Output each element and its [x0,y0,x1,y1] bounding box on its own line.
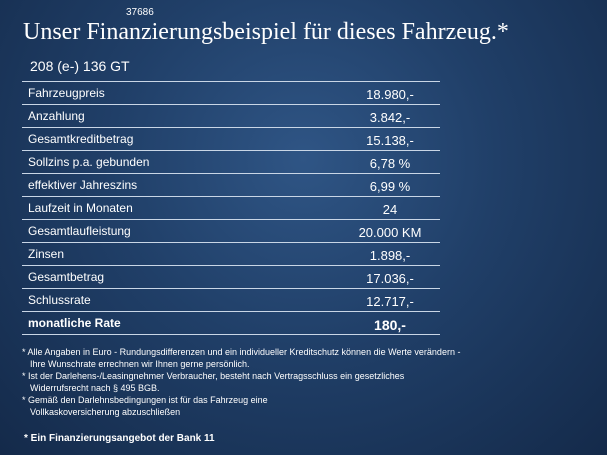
row-value: 17.036,- [366,271,414,286]
row-label: Anzahlung [28,109,85,123]
row-value: 20.000 KM [358,225,422,240]
row-label: Fahrzeugpreis [28,86,105,100]
footnotes: * Alle Angaben in Euro - Rundungsdiffere… [22,346,582,418]
row-label: Laufzeit in Monaten [28,201,133,215]
monthly-rate-value: 180,- [374,317,406,333]
table-row: Gesamtlaufleistung 20.000 KM [22,220,440,243]
table-row: Sollzins p.a. gebunden 6,78 % [22,151,440,174]
footnote-line: Ihre Wunschrate errechnen wir Ihnen gern… [30,359,250,369]
monthly-rate-row: monatliche Rate 180,- [22,312,440,335]
row-value: 15.138,- [366,133,414,148]
footnote-line: * Ist der Darlehens-/Leasingnehmer Verbr… [22,371,405,381]
row-value: 3.842,- [369,110,411,125]
table-row: Gesamtkreditbetrag 15.138,- [22,128,440,151]
table-row: Gesamtbetrag 17.036,- [22,266,440,289]
table-row: Anzahlung 3.842,- [22,105,440,128]
row-label: effektiver Jahreszins [28,178,138,192]
table-row: Zinsen 1.898,- [22,243,440,266]
slide-id: 37686 [126,7,154,18]
financing-offer-note: * Ein Finanzierungsangebot der Bank 11 [24,433,215,444]
row-label: Gesamtkreditbetrag [28,132,134,146]
table-row: Schlussrate 12.717,- [22,289,440,312]
page-title: Unser Finanzierungsbeispiel für dieses F… [23,19,509,45]
table-row: Laufzeit in Monaten 24 [22,197,440,220]
finance-table: Fahrzeugpreis 18.980,- Anzahlung 3.842,-… [22,81,440,335]
row-label: Gesamtlaufleistung [28,224,131,238]
vehicle-model: 208 (e-) 136 GT [30,58,130,74]
row-value: 18.980,- [366,87,414,102]
table-row: effektiver Jahreszins 6,99 % [22,174,440,197]
row-value: 1.898,- [369,248,411,263]
footnote-line: * Alle Angaben in Euro - Rundungsdiffere… [22,347,461,357]
row-label: monatliche Rate [28,316,121,330]
row-label: Zinsen [28,247,65,261]
row-value: 12.717,- [366,294,414,309]
footnote-line: Widerrufsrecht nach § 495 BGB. [30,383,160,393]
footnote-line: Vollkaskoversicherung abzuschließen [30,407,181,417]
row-label: Schlussrate [28,293,91,307]
row-value: 6,99 % [369,179,411,194]
row-label: Gesamtbetrag [28,270,105,284]
row-value: 6,78 % [369,156,411,171]
row-label: Sollzins p.a. gebunden [28,155,150,169]
footnote-line: * Gemäß den Darlehnsbedingungen ist für … [22,395,268,405]
table-row: Fahrzeugpreis 18.980,- [22,82,440,105]
row-value: 24 [382,202,398,217]
